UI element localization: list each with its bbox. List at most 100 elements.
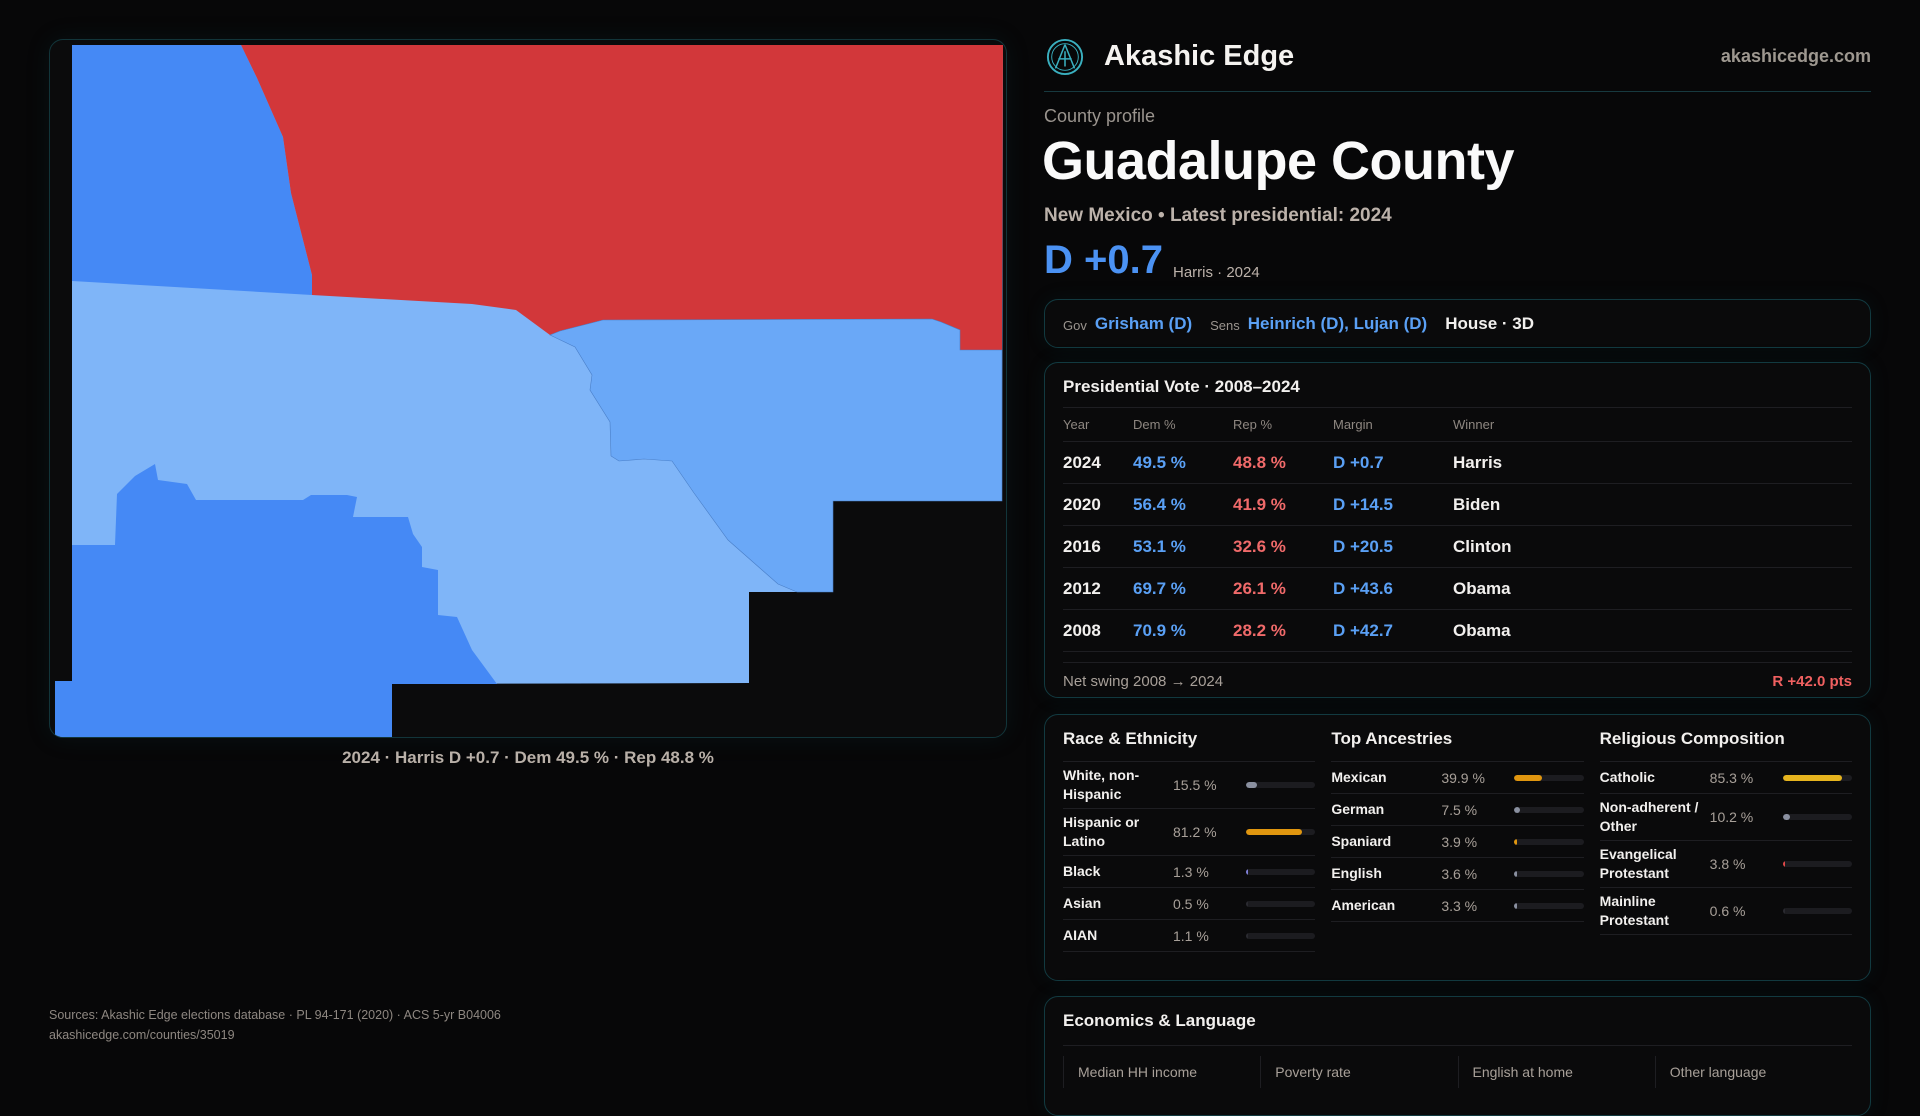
ancestry-column: Top Ancestries Mexican 39.9 % German 7.5 % Sp… (1331, 729, 1584, 966)
col-dem: Dem % (1133, 417, 1176, 432)
ancestry-bar-fill (1514, 870, 1517, 877)
ancestry-value: 3.3 % (1441, 897, 1478, 914)
religion-bar (1782, 774, 1852, 781)
religion-bar-fill (1782, 814, 1790, 820)
race-value: 15.5 % (1173, 777, 1217, 793)
sources: Sources: Akashic Edge elections database… (49, 1005, 501, 1045)
ancestry-bar-fill (1514, 774, 1542, 781)
senators: Heinrich (D), Lujan (D) (1247, 313, 1428, 333)
religion-bar (1782, 908, 1852, 914)
ancestry-label: Spaniard (1331, 833, 1392, 849)
table-row: 2016 53.1 % 32.6 % D +20.5 Clinton (1063, 526, 1852, 568)
ancestry-bar-fill (1514, 806, 1520, 813)
ancestry-value: 3.6 % (1441, 865, 1478, 882)
site-link[interactable]: akashicedge.com (1720, 46, 1871, 66)
ancestry-label: American (1331, 897, 1396, 913)
race-bar (1246, 782, 1316, 788)
race-label: Asian (1063, 895, 1102, 911)
race-value: 1.1 % (1173, 927, 1209, 944)
race-bar (1246, 868, 1316, 875)
cell-margin: D +42.7 (1333, 620, 1394, 640)
religion-bar-fill (1782, 774, 1842, 781)
cell-year: 2024 (1063, 452, 1101, 472)
race-bar (1246, 829, 1316, 835)
econ-other-language: Other language (1654, 1056, 1852, 1088)
religion-label: Non-adherent / Other (1599, 799, 1699, 834)
ancestry-value: 3.9 % (1441, 833, 1478, 850)
race-row: AIAN 1.1 % (1063, 920, 1316, 952)
religion-value: 85.3 % (1709, 769, 1754, 786)
header: Akashic Edge akashicedge.com (1044, 36, 1871, 92)
table-row: 2008 70.9 % 28.2 % D +42.7 Obama (1063, 610, 1852, 652)
cell-winner: Clinton (1453, 536, 1512, 556)
cell-year: 2016 (1063, 536, 1101, 556)
officials-bar: Gov Grisham (D) Sens Heinrich (D), Lujan… (1044, 299, 1871, 348)
religion-bar-fill (1782, 861, 1786, 867)
precinct-east[interactable] (549, 318, 1003, 593)
presidential-title: Presidential Vote · 2008–2024 (1063, 377, 1852, 408)
ancestry-bar (1514, 774, 1584, 781)
cell-margin: D +0.7 (1333, 452, 1384, 472)
religion-title: Religious Composition (1599, 729, 1852, 762)
cell-rep-pct: 32.6 % (1233, 536, 1286, 556)
ancestry-row: English 3.6 % (1331, 858, 1584, 890)
race-bar-fill (1246, 782, 1257, 788)
page-title: Guadalupe County (1042, 131, 1515, 191)
sources-text: Sources: Akashic Edge elections database… (49, 1008, 501, 1022)
table-row: 2020 56.4 % 41.9 % D +14.5 Biden (1063, 484, 1852, 526)
race-row: Black 1.3 % (1063, 856, 1316, 888)
cell-dem-pct: 56.4 % (1133, 494, 1186, 514)
ancestry-label: English (1331, 865, 1382, 881)
house-district: House · 3D (1445, 313, 1535, 333)
cell-year: 2020 (1063, 494, 1101, 514)
precinct-southwest[interactable] (55, 464, 497, 738)
cell-margin: D +20.5 (1333, 536, 1394, 556)
cell-rep-pct: 28.2 % (1233, 620, 1286, 640)
race-value: 0.5 % (1173, 895, 1209, 912)
county-map[interactable] (49, 39, 1007, 738)
cell-winner: Harris (1453, 452, 1503, 472)
cell-dem-pct: 49.5 % (1133, 452, 1186, 472)
map-caption: 2024 · Harris D +0.7 · Dem 49.5 % · Rep … (342, 748, 714, 767)
gov-label: Gov (1063, 318, 1087, 333)
demographics-panel: Race & Ethnicity White, non-Hispanic 15.5 … (1044, 714, 1871, 981)
economics-title: Economics & Language (1063, 1011, 1852, 1046)
cell-dem-pct: 70.9 % (1133, 620, 1186, 640)
religion-label: Mainline Protestant (1599, 893, 1669, 928)
ancestry-value: 39.9 % (1441, 769, 1485, 786)
cell-year: 2012 (1063, 578, 1101, 598)
religion-row: Mainline Protestant 0.6 % (1599, 888, 1852, 935)
race-row: Asian 0.5 % (1063, 888, 1316, 920)
ancestry-value: 7.5 % (1441, 801, 1478, 818)
ancestry-row: German 7.5 % (1331, 794, 1584, 826)
religion-value: 0.6 % (1709, 903, 1746, 919)
race-label: Black (1063, 863, 1101, 879)
latest-margin: D +0.7 (1044, 238, 1163, 282)
cell-winner: Biden (1453, 494, 1501, 514)
brand-name: Akashic Edge (1104, 40, 1295, 72)
race-row: Hispanic or Latino 81.2 % (1063, 809, 1316, 856)
precinct-north[interactable] (241, 45, 1003, 350)
econ-poverty: Poverty rate (1260, 1056, 1457, 1088)
cell-rep-pct: 48.8 % (1233, 452, 1286, 472)
net-swing: Net swing 2008 → 2024 R +42.0 pts (1063, 662, 1852, 690)
race-column: Race & Ethnicity White, non-Hispanic 15.5 … (1063, 729, 1316, 966)
cell-margin: D +14.5 (1333, 494, 1394, 514)
race-value: 81.2 % (1173, 824, 1217, 840)
religion-row: Evangelical Protestant 3.8 % (1599, 841, 1852, 888)
ancestry-bar (1514, 870, 1584, 877)
race-label: AIAN (1063, 927, 1098, 943)
cell-dem-pct: 53.1 % (1133, 536, 1186, 556)
ancestry-title: Top Ancestries (1331, 729, 1584, 762)
religion-value: 10.2 % (1709, 809, 1754, 825)
ancestry-bar-fill (1514, 902, 1517, 909)
religion-column: Religious Composition Catholic 85.3 % Non-a… (1599, 729, 1852, 966)
sens-label: Sens (1210, 318, 1240, 333)
sources-link[interactable]: akashicedge.com/counties/35019 (49, 1028, 235, 1042)
table-row: 2012 69.7 % 26.1 % D +43.6 Obama (1063, 568, 1852, 610)
religion-row: Non-adherent / Other 10.2 % (1599, 794, 1852, 841)
precinct-northwest[interactable] (72, 45, 312, 295)
race-label: White, non-Hispanic (1063, 767, 1140, 802)
ancestry-row: Mexican 39.9 % (1331, 762, 1584, 794)
cell-winner: Obama (1453, 620, 1511, 640)
